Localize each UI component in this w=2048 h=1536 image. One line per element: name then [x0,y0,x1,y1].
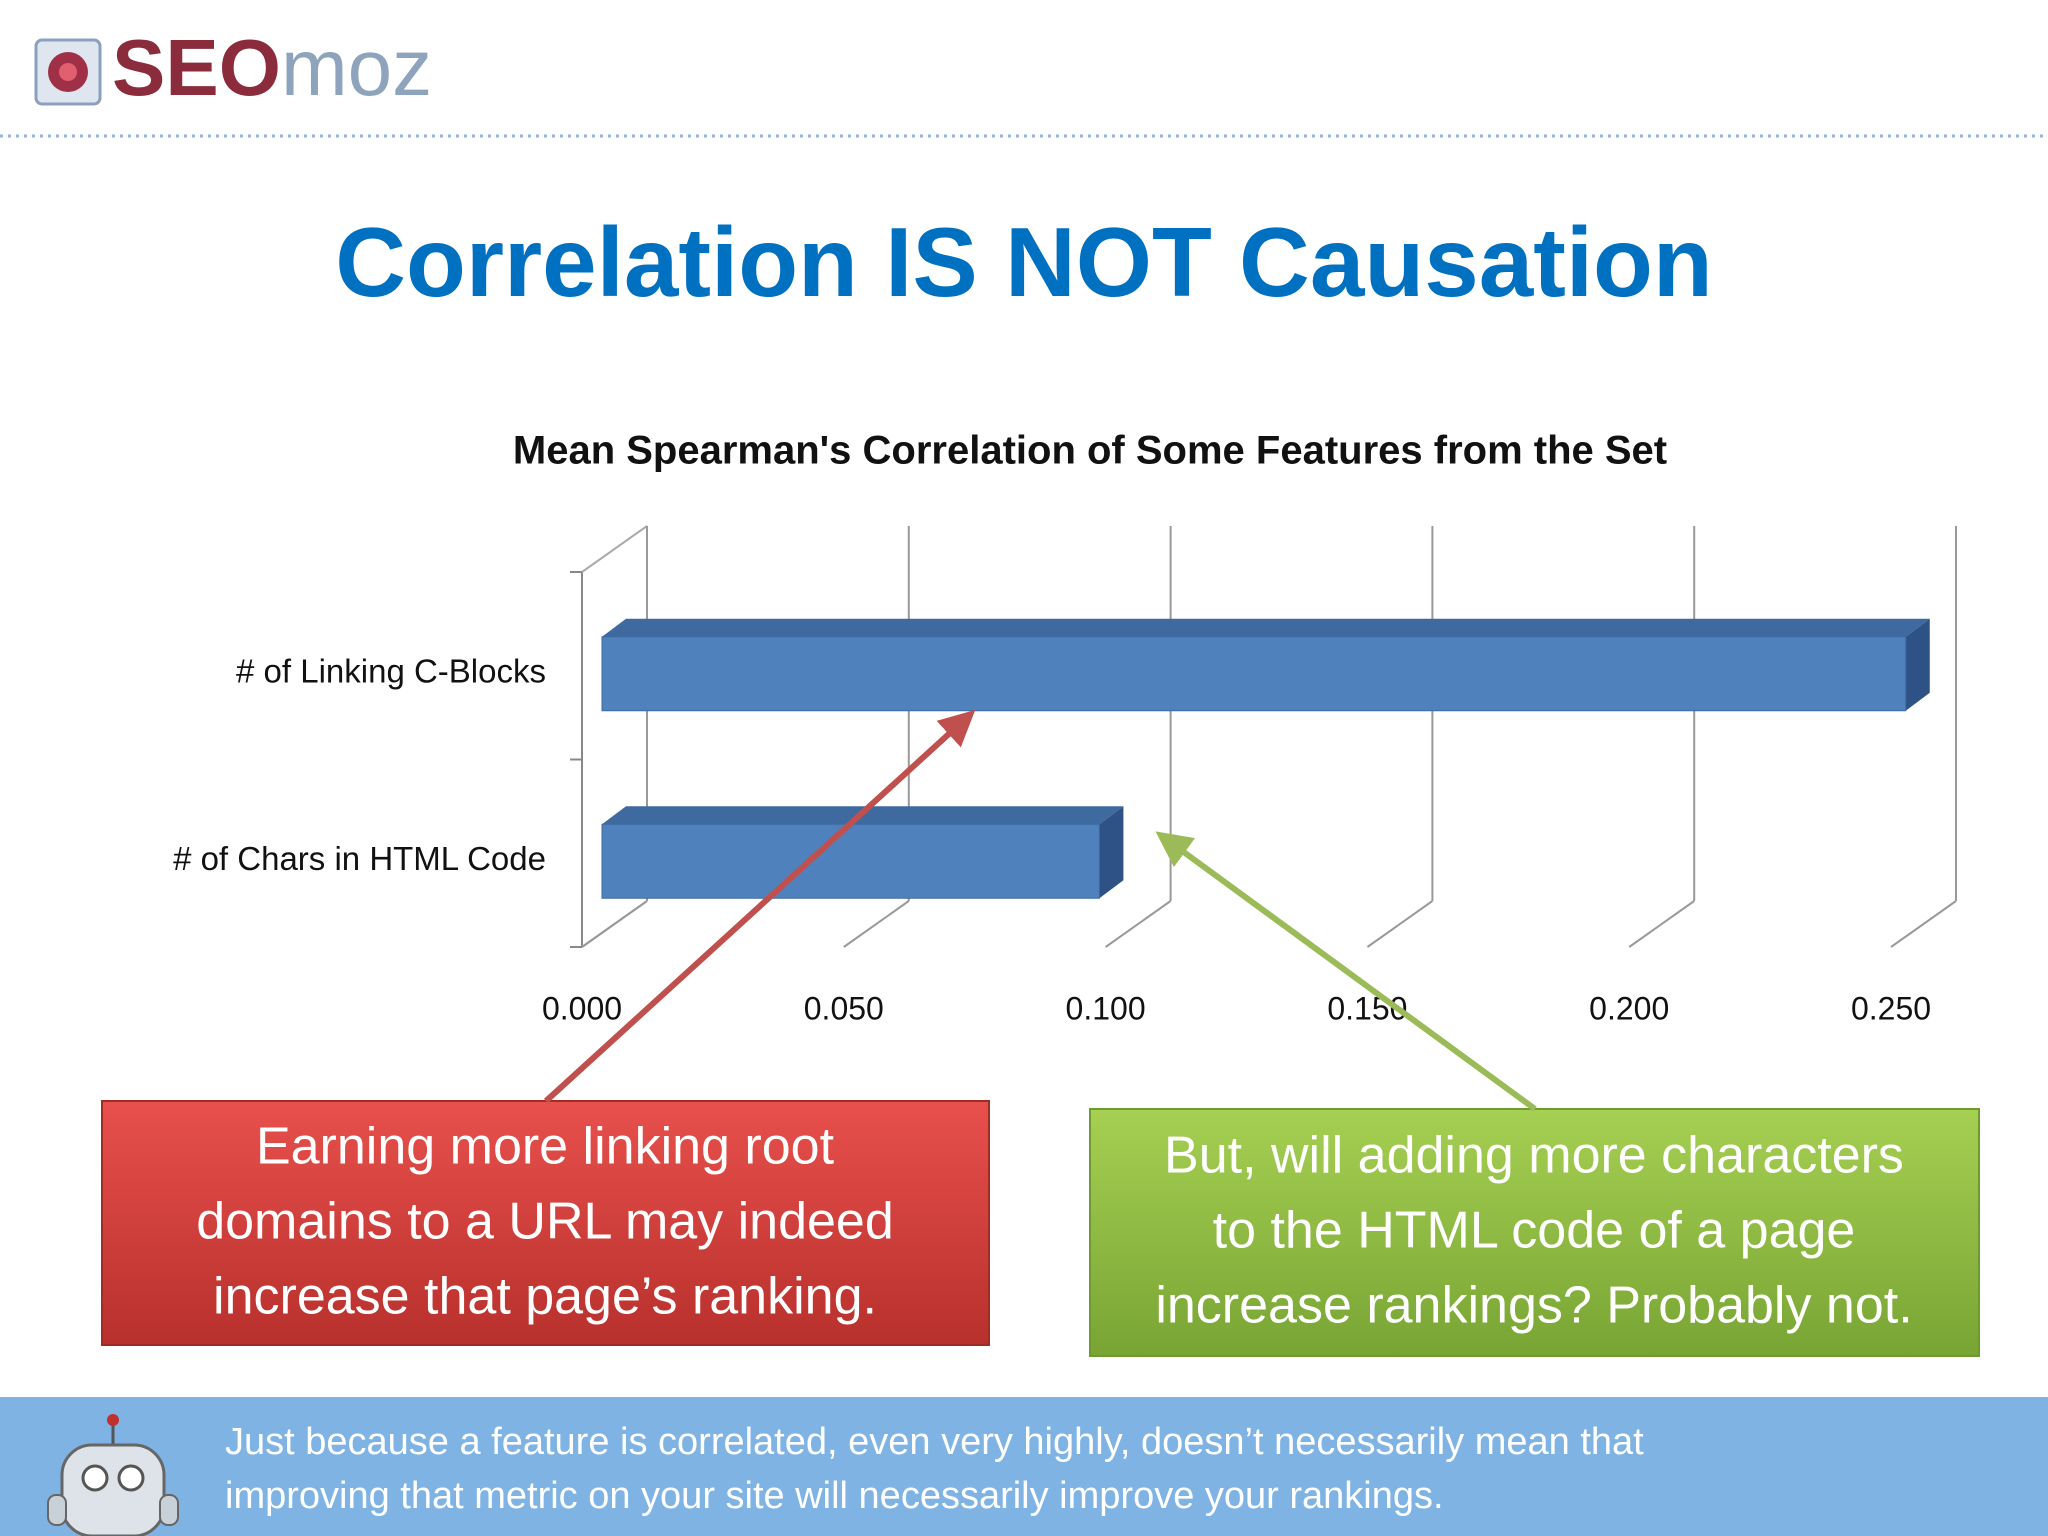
grid-line-floor [581,900,648,948]
logo: SEOmoz [34,23,432,112]
axis-line [581,525,648,573]
callout-red [101,1100,990,1346]
bar-front [601,823,1100,899]
robot-icon [47,1414,179,1536]
x-tick-label: 0.050 [804,990,884,1026]
arrow-red [543,709,976,1104]
x-tick-label: 0.250 [1851,990,1931,1026]
x-tick-label: 0.100 [1066,990,1146,1026]
footer-texts: Just because a feature is correlated, ev… [225,1421,1644,1517]
callout-line: to the HTML code of a page [1213,1202,1856,1260]
footer-line: Just because a feature is correlated, ev… [225,1421,1644,1463]
callout-green [1089,1108,1980,1357]
bar [601,806,1124,899]
y-tick-label: # of Chars in HTML Code [173,840,546,877]
x-tick-label: 0.200 [1589,990,1669,1026]
grid-line-floor [1105,900,1172,948]
grid-line-floor [1366,900,1433,948]
chart-title: Mean Spearman's Correlation of Some Feat… [513,429,1667,473]
slide-title: Correlation IS NOT Causation [335,207,1713,317]
plot-area: 0.000 0.050 0.100 0.150 0.200 0.250# of Linki… [173,525,1957,1026]
bar-front [601,636,1907,712]
bar-top [602,618,1930,637]
arrow-green [1155,831,1537,1112]
callout-texts: Earning more linking root domains to a UR… [196,1118,1912,1335]
callout-line: domains to a URL may indeed [196,1193,894,1251]
grid-line-floor [1628,900,1695,948]
callout-line: But, will adding more characters [1164,1127,1904,1185]
footer-line: improving that metric on your site will … [225,1475,1444,1517]
y-tick-label: # of Linking C-Blocks [236,652,546,689]
x-tick-label: 0.000 [542,990,622,1026]
callout-line: increase that page’s ranking. [213,1268,877,1326]
grid-line-floor [1890,900,1957,948]
bar-side [1099,806,1124,899]
logo-text: SEOmoz [112,23,432,112]
bar-side [1905,618,1930,711]
callout-line: increase rankings? Probably not. [1155,1277,1912,1335]
footer-band [0,1397,2048,1536]
callout-line: Earning more linking root [256,1118,835,1176]
grid-line-floor [843,900,910,948]
bar [601,618,1930,712]
